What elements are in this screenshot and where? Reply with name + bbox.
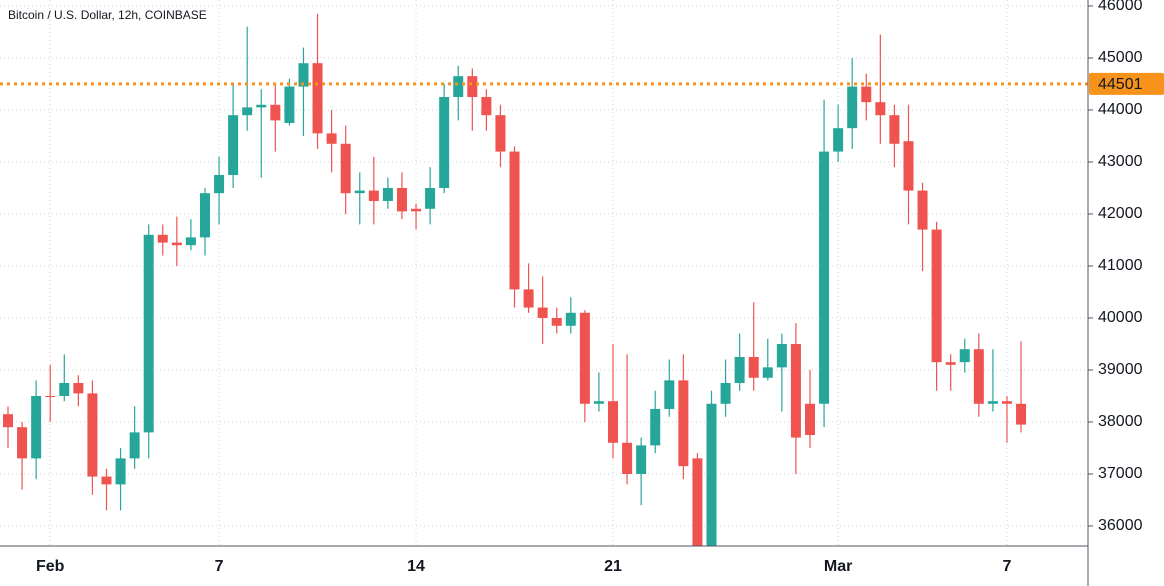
candle-body bbox=[931, 229, 942, 363]
x-tick-label: 7 bbox=[215, 558, 224, 575]
candle-body bbox=[171, 242, 182, 246]
candle-body bbox=[833, 128, 844, 152]
price-label-box bbox=[1089, 72, 1164, 95]
y-tick-label: 42000 bbox=[1098, 205, 1143, 222]
candle-body bbox=[270, 104, 281, 121]
candle-body bbox=[453, 76, 464, 97]
candle-body bbox=[73, 382, 84, 394]
candle-body bbox=[762, 367, 773, 378]
y-tick-label: 46000 bbox=[1098, 0, 1143, 14]
candle-body bbox=[973, 349, 984, 404]
candle-body bbox=[256, 104, 267, 108]
candle-body bbox=[298, 63, 309, 87]
y-tick-label: 41000 bbox=[1098, 257, 1143, 274]
candle-body bbox=[354, 190, 365, 194]
candle-body bbox=[720, 382, 731, 404]
axes: 36000 37000 38000 39000 40000 41000 42000 43000… bbox=[36, 0, 1164, 575]
candle-body bbox=[495, 115, 506, 152]
candle-body bbox=[917, 190, 928, 230]
candle-body bbox=[678, 380, 689, 467]
candle-body bbox=[579, 312, 590, 404]
candle-body bbox=[847, 86, 858, 129]
candle-body bbox=[129, 432, 140, 459]
y-tick-label: 38000 bbox=[1098, 413, 1143, 430]
y-tick-label: 36000 bbox=[1098, 517, 1143, 534]
y-tick-label: 37000 bbox=[1098, 465, 1143, 482]
candle-body bbox=[439, 96, 450, 188]
candle-body bbox=[1001, 401, 1012, 404]
candle-body bbox=[819, 151, 830, 404]
candle-body bbox=[396, 187, 407, 212]
candle-body bbox=[481, 96, 492, 116]
candle-body bbox=[748, 356, 759, 378]
candle-body bbox=[692, 458, 703, 546]
candle-body bbox=[706, 403, 717, 546]
y-tick-label: 45000 bbox=[1098, 49, 1143, 66]
x-tick-label: 7 bbox=[1003, 558, 1012, 575]
candle-body bbox=[664, 380, 675, 409]
candle-body bbox=[17, 427, 28, 459]
y-tick-label: 40000 bbox=[1098, 309, 1143, 326]
candle-body bbox=[776, 343, 787, 368]
candle-body bbox=[59, 382, 70, 396]
candle-body bbox=[622, 442, 633, 474]
candle-body bbox=[340, 143, 351, 194]
x-tick-label: Feb bbox=[36, 558, 65, 575]
candle-body bbox=[987, 401, 998, 404]
candle-body bbox=[214, 174, 225, 194]
candle-body bbox=[382, 187, 393, 201]
candle-body bbox=[804, 403, 815, 435]
candle-body bbox=[199, 193, 210, 238]
candle-body bbox=[565, 312, 576, 326]
candle-body bbox=[509, 151, 520, 290]
candle-body bbox=[312, 63, 323, 134]
candle-body bbox=[889, 115, 900, 144]
candle-body bbox=[551, 317, 562, 326]
x-tick-label: 14 bbox=[407, 558, 425, 575]
candle-body bbox=[945, 362, 956, 365]
candle-body bbox=[425, 187, 436, 209]
candle-body bbox=[903, 141, 914, 191]
y-tick-label: 43000 bbox=[1098, 153, 1143, 170]
candle-body bbox=[861, 86, 872, 103]
chart-title: Bitcoin / U.S. Dollar, 12h, COINBASE bbox=[8, 8, 207, 22]
y-tick-label: 44000 bbox=[1098, 101, 1143, 118]
candle-body bbox=[467, 76, 478, 97]
candle-body bbox=[537, 307, 548, 318]
candle-body bbox=[284, 86, 295, 123]
candle-body bbox=[157, 234, 168, 243]
candle-body bbox=[368, 190, 379, 201]
candle-body bbox=[411, 208, 422, 212]
candle-body bbox=[875, 102, 886, 116]
candle-body bbox=[326, 133, 337, 144]
candle-body bbox=[115, 458, 126, 485]
x-tick-label: Mar bbox=[824, 558, 852, 575]
candle-body bbox=[608, 401, 619, 443]
price-label: 44501 bbox=[1098, 76, 1143, 93]
plot-area bbox=[0, 13, 1088, 546]
x-tick-label: 21 bbox=[604, 558, 622, 575]
candle-body bbox=[593, 401, 604, 404]
candle-body bbox=[523, 289, 534, 308]
candle-body bbox=[242, 107, 253, 116]
candle-body bbox=[636, 445, 647, 474]
candle-body bbox=[790, 343, 801, 438]
candle-body bbox=[185, 237, 196, 246]
candle-body bbox=[31, 395, 42, 459]
candle-body bbox=[734, 356, 745, 383]
candle-body bbox=[87, 393, 98, 477]
candle-body bbox=[650, 408, 661, 446]
candle-body bbox=[143, 234, 154, 433]
grid bbox=[0, 0, 1088, 546]
candle-body bbox=[959, 349, 970, 363]
candle-body bbox=[101, 476, 112, 485]
candle-body bbox=[1016, 403, 1027, 425]
candle-body bbox=[228, 115, 239, 175]
candle-body bbox=[3, 414, 13, 428]
candle-body bbox=[45, 395, 56, 398]
y-tick-label: 39000 bbox=[1098, 361, 1143, 378]
